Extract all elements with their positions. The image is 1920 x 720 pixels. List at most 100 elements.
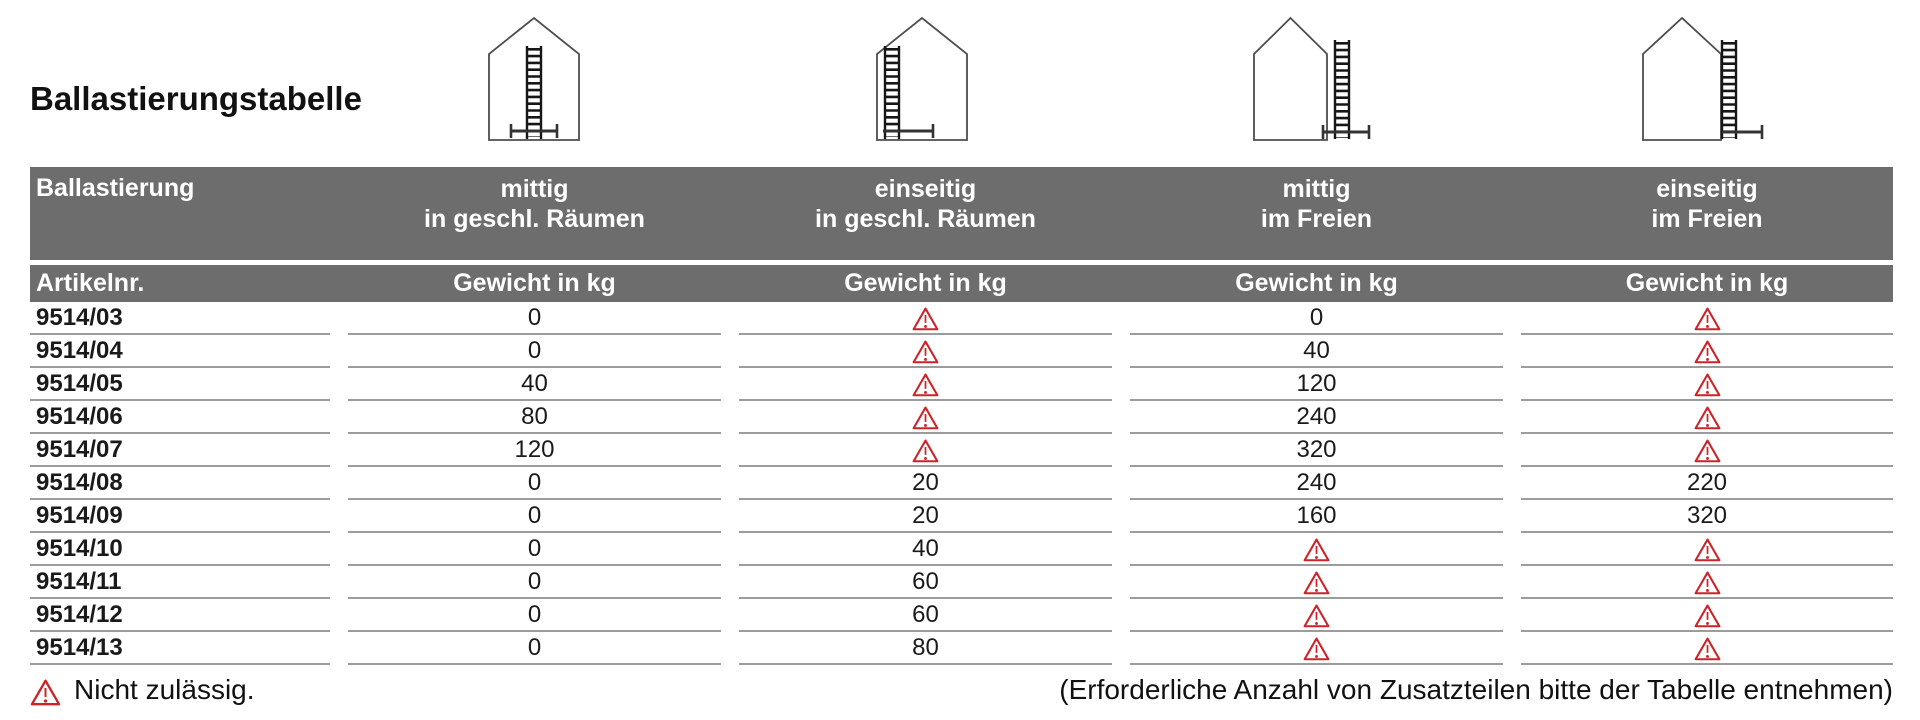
weight-cell-not-allowed xyxy=(1130,631,1503,665)
article-number-cell: 9514/06 xyxy=(30,400,330,434)
table-row: 9514/10 0 40 xyxy=(30,532,1893,566)
weight-cell-not-allowed xyxy=(739,367,1112,401)
weight-cell: 20 xyxy=(739,466,1112,500)
column-header-row: Artikelnr. Gewicht in kg Gewicht in kg G… xyxy=(30,262,1893,302)
article-number-cell: 9514/11 xyxy=(30,565,330,599)
group-header-line2: im Freien xyxy=(1260,205,1373,233)
table-row: 9514/04 0 40 xyxy=(30,334,1893,368)
table-row: 9514/13 0 80 xyxy=(30,631,1893,665)
group-header-line2: im Freien xyxy=(1651,205,1763,233)
column-gap xyxy=(1112,499,1130,532)
group-header-mittig-outdoor: mittig im Freien xyxy=(1130,167,1503,265)
warning-triangle-icon xyxy=(1694,538,1720,561)
weight-cell-not-allowed xyxy=(1521,631,1893,665)
legend: Nicht zulässig. xyxy=(30,674,255,706)
weight-cell: 0 xyxy=(348,334,721,368)
table-body: 9514/03 0 0 9514/04 0 40 9514/05 40 120 9514/06 80… xyxy=(30,302,1893,665)
weight-cell: 0 xyxy=(348,532,721,566)
weight-cell-not-allowed xyxy=(1521,367,1893,401)
warning-triangle-icon xyxy=(1303,571,1330,594)
column-gap xyxy=(330,334,348,367)
weight-cell-not-allowed xyxy=(1130,598,1503,632)
column-gap xyxy=(330,499,348,532)
weight-cell: 240 xyxy=(1130,400,1503,434)
table-row: 9514/11 0 60 xyxy=(30,565,1893,599)
warning-triangle-icon xyxy=(912,373,939,396)
column-gap xyxy=(1503,499,1521,532)
weight-cell: 160 xyxy=(1130,499,1503,533)
column-gap xyxy=(330,466,348,499)
weight-cell-not-allowed xyxy=(739,433,1112,467)
article-number-cell: 9514/12 xyxy=(30,598,330,632)
group-header-line1: einseitig xyxy=(1656,175,1758,203)
column-gap xyxy=(1112,631,1130,664)
column-gap xyxy=(1503,334,1521,367)
weight-cell: 0 xyxy=(348,466,721,500)
column-gap xyxy=(1112,302,1130,334)
column-gap xyxy=(330,302,348,334)
warning-triangle-icon xyxy=(1303,604,1330,627)
article-number-cell: 9514/07 xyxy=(30,433,330,467)
weight-cell: 40 xyxy=(1130,334,1503,368)
weight-cell: 220 xyxy=(1521,466,1893,500)
col-header-gewicht-4: Gewicht in kg xyxy=(1521,262,1893,302)
weight-cell-not-allowed xyxy=(1130,532,1503,566)
weight-cell-not-allowed xyxy=(1521,334,1893,368)
weight-cell-not-allowed xyxy=(739,400,1112,434)
column-gap xyxy=(1112,167,1130,265)
table-header: Ballastierung mittig in geschl. Räumen e… xyxy=(30,167,1893,302)
column-gap xyxy=(1112,532,1130,565)
column-gap xyxy=(330,532,348,565)
weight-cell-not-allowed xyxy=(1521,400,1893,434)
legend-warning-slot xyxy=(30,674,61,706)
ladder-one-sided-outdoor-icon xyxy=(1642,16,1764,141)
column-gap xyxy=(1503,167,1521,265)
column-gap xyxy=(721,262,739,302)
weight-cell: 80 xyxy=(739,631,1112,665)
ballast-table: Ballastierung mittig in geschl. Räumen e… xyxy=(30,167,1893,665)
warning-triangle-icon xyxy=(1694,340,1720,363)
warning-triangle-icon xyxy=(912,406,939,429)
weight-cell-not-allowed xyxy=(1521,565,1893,599)
group-header-line1: mittig xyxy=(1282,175,1351,203)
weight-cell-not-allowed xyxy=(1521,302,1893,335)
weight-cell: 320 xyxy=(1130,433,1503,467)
column-gap xyxy=(1112,367,1130,400)
column-gap xyxy=(721,631,739,664)
warning-triangle-icon xyxy=(30,679,61,705)
warning-triangle-icon xyxy=(1303,637,1330,660)
warning-triangle-icon xyxy=(1694,406,1720,429)
col-header-gewicht-2: Gewicht in kg xyxy=(739,262,1112,302)
warning-triangle-icon xyxy=(1694,637,1720,660)
column-gap xyxy=(721,499,739,532)
weight-cell: 320 xyxy=(1521,499,1893,533)
article-number-cell: 9514/13 xyxy=(30,631,330,665)
warning-triangle-icon xyxy=(1694,604,1720,627)
column-gap xyxy=(1503,466,1521,499)
group-header-line2: in geschl. Räumen xyxy=(424,205,645,233)
weight-cell-not-allowed xyxy=(1521,598,1893,632)
col-header-gewicht-1: Gewicht in kg xyxy=(348,262,721,302)
weight-cell: 80 xyxy=(348,400,721,434)
ladder-centered-outdoor-icon xyxy=(1253,16,1371,141)
column-gap xyxy=(1112,262,1130,302)
weight-cell-not-allowed xyxy=(739,334,1112,368)
article-number-cell: 9514/10 xyxy=(30,532,330,566)
column-gap xyxy=(1503,532,1521,565)
weight-cell: 240 xyxy=(1130,466,1503,500)
column-gap xyxy=(1112,466,1130,499)
column-gap xyxy=(1503,631,1521,664)
table-footnotes: Nicht zulässig. (Erforderliche Anzahl vo… xyxy=(30,674,1893,706)
warning-triangle-icon xyxy=(1694,373,1720,396)
column-gap xyxy=(721,334,739,367)
weight-cell: 40 xyxy=(739,532,1112,566)
column-gap xyxy=(721,466,739,499)
weight-cell-not-allowed xyxy=(1130,565,1503,599)
group-header-row: Ballastierung mittig in geschl. Räumen e… xyxy=(30,167,1893,265)
table-row: 9514/07 120 320 xyxy=(30,433,1893,467)
column-gap xyxy=(1112,433,1130,466)
column-gap xyxy=(330,433,348,466)
article-number-cell: 9514/05 xyxy=(30,367,330,401)
column-gap xyxy=(330,598,348,631)
